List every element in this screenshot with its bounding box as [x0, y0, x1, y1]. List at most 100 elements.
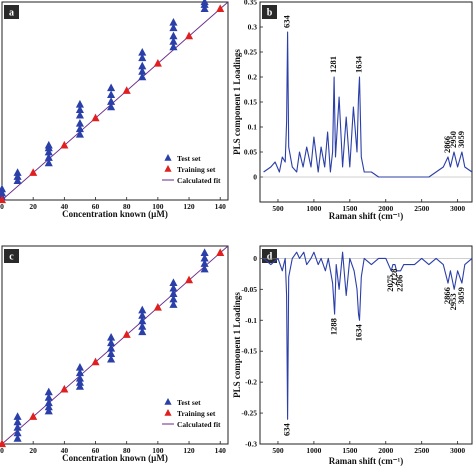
test-set-point — [107, 90, 116, 99]
y-tick-label: -0.1 — [245, 316, 257, 325]
test-set-point — [75, 110, 84, 119]
spectrum-line — [263, 31, 473, 178]
y-tick-label: 0.05 — [244, 148, 257, 157]
test-set-point — [44, 406, 53, 415]
y-tick-label: -0.2 — [245, 378, 257, 387]
test-set-point — [138, 327, 147, 336]
legend-entry: Calculated fit — [177, 176, 221, 185]
training-set-point — [153, 58, 162, 67]
peak-label: 2206 — [395, 275, 405, 292]
panel-c-xlabel: Concentration known (µM) — [62, 453, 168, 463]
test-set-point — [138, 316, 147, 325]
training-set-point — [91, 113, 100, 122]
test-set-point — [75, 129, 84, 138]
peak-label: 2128 — [389, 269, 399, 286]
test-set-point — [13, 172, 22, 180]
test-set-point — [75, 368, 84, 377]
x-tick-label: 1500 — [342, 204, 357, 213]
test-set-point — [75, 105, 84, 114]
test-set-point — [13, 417, 22, 426]
panel-d-label: d — [267, 252, 273, 263]
panel-a-label: a — [9, 8, 14, 19]
peak-label: 634 — [282, 15, 292, 29]
x-tick-label: 0 — [0, 202, 4, 211]
panel-a-xlabel: Concentration known (µM) — [62, 209, 168, 219]
test-set-point — [138, 61, 147, 70]
x-tick-label: 1000 — [306, 446, 321, 455]
x-tick-label: 140 — [215, 202, 227, 211]
training-set-point — [29, 168, 38, 176]
test-set-point — [13, 423, 22, 431]
test-set-point — [200, 0, 209, 6]
test-set-point — [107, 354, 116, 363]
training-set-point — [91, 357, 100, 366]
test-set-point — [138, 322, 147, 330]
test-set-point — [169, 23, 178, 32]
x-tick-label: 2000 — [378, 204, 393, 213]
x-tick-label: 60 — [92, 202, 100, 211]
test-set-point — [44, 398, 53, 407]
panel-c-frame — [1, 245, 229, 445]
test-set-point — [75, 99, 84, 108]
test-set-point — [75, 382, 84, 390]
test-set-point — [107, 83, 116, 92]
y-tick-label: 0.3 — [248, 23, 258, 32]
test-set-point — [169, 278, 178, 287]
peak-label: 2075 — [385, 275, 395, 292]
test-set-point — [200, 253, 209, 262]
test-set-point — [13, 412, 22, 420]
test-set-point — [44, 393, 53, 401]
panel-d-ylabel: PLS component 1 Loadings — [232, 292, 242, 398]
test-set-point — [107, 102, 116, 111]
x-tick-label: 40 — [61, 446, 69, 455]
test-set-point — [44, 140, 53, 149]
x-tick-label: 3000 — [450, 446, 465, 455]
x-tick-label: 1500 — [342, 446, 357, 455]
test-set-point — [138, 305, 147, 314]
x-tick-label: 20 — [29, 446, 37, 455]
x-tick-label: 140 — [215, 446, 227, 455]
test-set-point — [169, 37, 178, 45]
test-set-point — [44, 402, 53, 411]
test-set-point — [107, 343, 116, 352]
test-set-point — [107, 332, 116, 341]
training-set-point — [216, 4, 225, 12]
panel-b-badge — [262, 5, 277, 19]
legend-entry: Calculated fit — [177, 420, 221, 429]
peak-label: 2866 — [442, 136, 452, 153]
test-set-point — [169, 300, 178, 308]
test-set-point — [13, 176, 22, 185]
test-set-point — [44, 158, 53, 167]
test-set-point — [138, 48, 147, 56]
peak-label: 634 — [282, 423, 292, 437]
training-set-point — [153, 302, 162, 311]
training-set-point — [29, 412, 38, 420]
x-tick-label: 1000 — [306, 204, 321, 213]
x-tick-label: 2500 — [414, 446, 429, 455]
peak-label: 3059 — [456, 287, 466, 304]
y-tick-label: 0.25 — [244, 48, 257, 57]
x-tick-label: 2500 — [414, 204, 429, 213]
peak-label: 3059 — [456, 131, 466, 148]
panel-b-ylabel: PLS component 1 Loadings — [232, 49, 242, 155]
peak-label: 2953 — [448, 293, 458, 310]
legend-entry: Training set — [177, 409, 216, 418]
legend-marker — [164, 154, 172, 161]
test-set-point — [44, 387, 53, 396]
test-set-point — [169, 31, 178, 40]
spectrum-line — [263, 251, 473, 420]
x-tick-label: 120 — [183, 446, 195, 455]
y-tick-label: -0.3 — [245, 440, 257, 449]
training-set-point — [60, 384, 69, 393]
test-set-point — [200, 259, 209, 267]
test-set-point — [200, 264, 209, 273]
panel-d-xlabel: Raman shift (cm⁻¹) — [329, 456, 403, 466]
panel-c-label: c — [9, 252, 14, 263]
y-tick-label: -0.05 — [241, 285, 257, 294]
test-set-point — [75, 378, 84, 386]
x-tick-label: 0 — [0, 446, 4, 455]
training-set-point — [122, 330, 131, 338]
x-tick-label: 2000 — [378, 446, 393, 455]
test-set-point — [13, 168, 22, 176]
